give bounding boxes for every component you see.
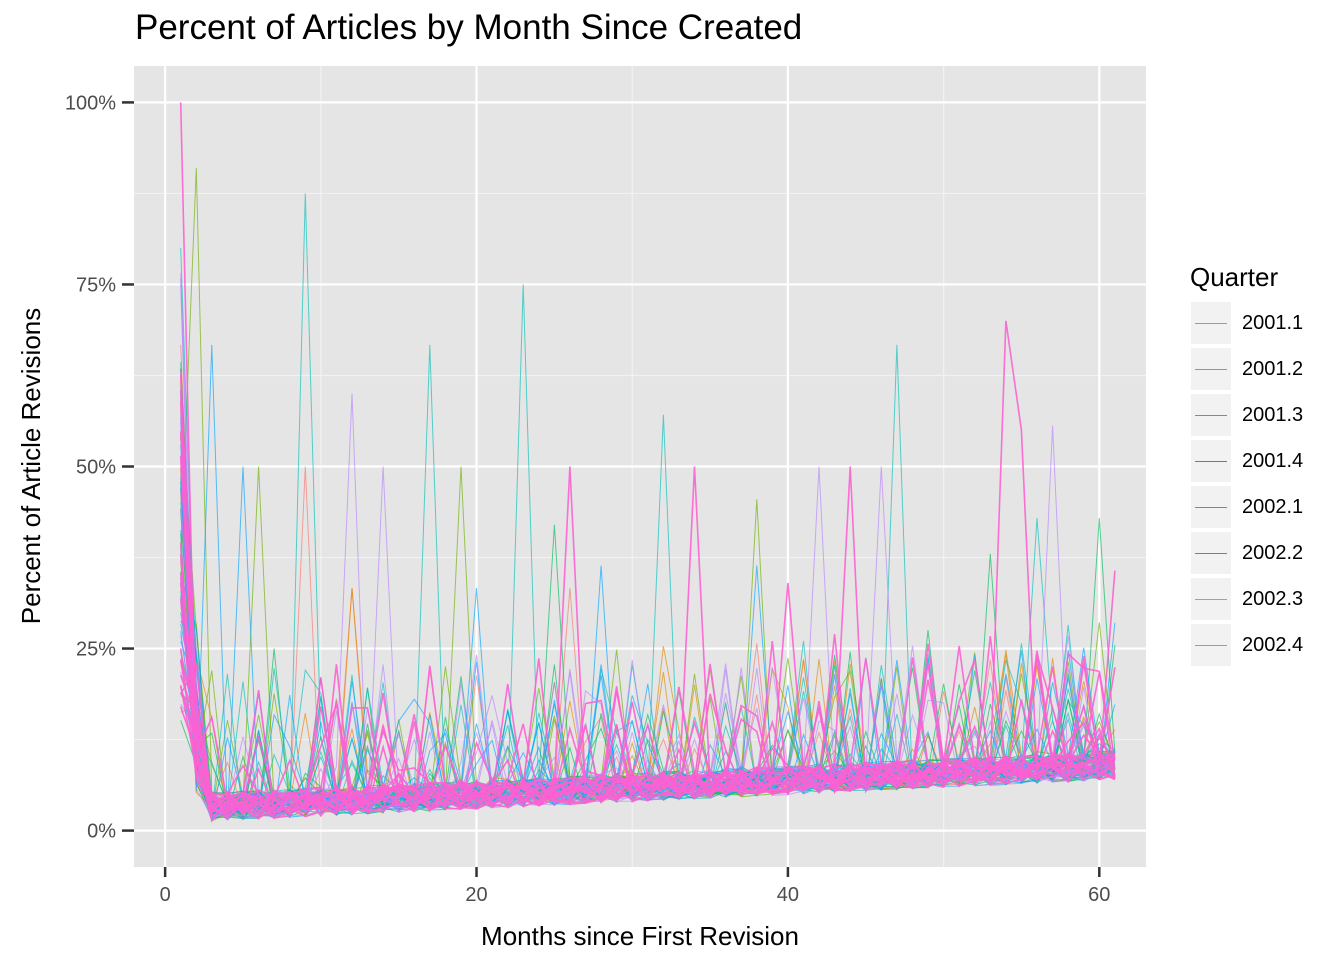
y-tick-label: 75%: [76, 274, 116, 296]
y-tick-label: 50%: [76, 457, 116, 479]
legend-key: [1190, 577, 1232, 621]
x-tick-label: 60: [1088, 884, 1110, 906]
legend-line-swatch: [1195, 599, 1227, 601]
series-line-2002.4: [179, 583, 1116, 815]
legend-item: 2001.2: [1190, 346, 1303, 392]
legend-key: [1190, 623, 1232, 667]
legend-label: 2001.2: [1242, 357, 1304, 380]
y-tick-label: 0%: [87, 821, 116, 843]
legend-item: 2001.1: [1190, 300, 1303, 346]
legend-label: 2001.3: [1242, 403, 1304, 426]
series-line-2002.4: [179, 573, 1116, 814]
legend-item: 2002.2: [1190, 530, 1303, 576]
legend-item: 2001.4: [1190, 438, 1303, 484]
legend-item: 2002.4: [1190, 622, 1303, 668]
legend-line-swatch: [1195, 323, 1227, 325]
legend-line-swatch: [1195, 369, 1227, 371]
chart-title: Percent of Articles by Month Since Creat…: [135, 8, 803, 47]
series-line-2002.4: [179, 674, 1116, 814]
legend-label: 2001.1: [1242, 311, 1304, 334]
series-line-2002.4: [179, 643, 1116, 817]
legend-key: [1190, 531, 1232, 575]
y-tick-label: 25%: [76, 639, 116, 661]
y-tick-label: 100%: [65, 92, 116, 114]
legend-item: 2002.1: [1190, 484, 1303, 530]
legend-key: [1190, 301, 1232, 345]
series-line-2002.4: [179, 390, 1116, 816]
legend-key: [1190, 485, 1232, 529]
legend-line-swatch: [1195, 645, 1227, 647]
x-axis: 0 20 40 60: [160, 867, 1110, 906]
legend-label: 2002.3: [1242, 587, 1304, 610]
legend-item: 2001.3: [1190, 392, 1303, 438]
legend-key: [1190, 439, 1232, 483]
x-tick-label: 0: [160, 884, 171, 906]
series-line-2002.4: [179, 455, 1116, 818]
x-axis-title: Months since First Revision: [481, 921, 799, 951]
legend-label: 2002.1: [1242, 495, 1304, 518]
legend-items: 2001.1 2001.2 2001.3 2001.4 2002.1 2002.2 2002…: [1190, 300, 1303, 668]
legend-label: 2001.4: [1242, 449, 1304, 472]
legend-label: 2002.2: [1242, 541, 1304, 564]
legend-item: 2002.3: [1190, 576, 1303, 622]
series-lines: [179, 102, 1116, 823]
series-line-2002.4: [179, 555, 1116, 815]
legend-label: 2002.4: [1242, 633, 1304, 656]
legend-key: [1190, 347, 1232, 391]
y-axis-title: Percent of Article Revisions: [16, 308, 46, 624]
x-tick-label: 40: [777, 884, 799, 906]
legend-title: Quarter: [1190, 262, 1279, 292]
x-tick-label: 20: [465, 884, 487, 906]
legend-line-swatch: [1195, 461, 1227, 463]
y-axis: 0% 25% 50% 75% 100%: [65, 92, 134, 843]
legend-line-swatch: [1195, 507, 1227, 509]
legend-line-swatch: [1195, 553, 1227, 555]
legend-key: [1190, 393, 1232, 437]
legend: Quarter 2001.1 2001.2 2001.3 2001.4 2002.1 20…: [1190, 262, 1303, 668]
legend-line-swatch: [1195, 415, 1227, 417]
